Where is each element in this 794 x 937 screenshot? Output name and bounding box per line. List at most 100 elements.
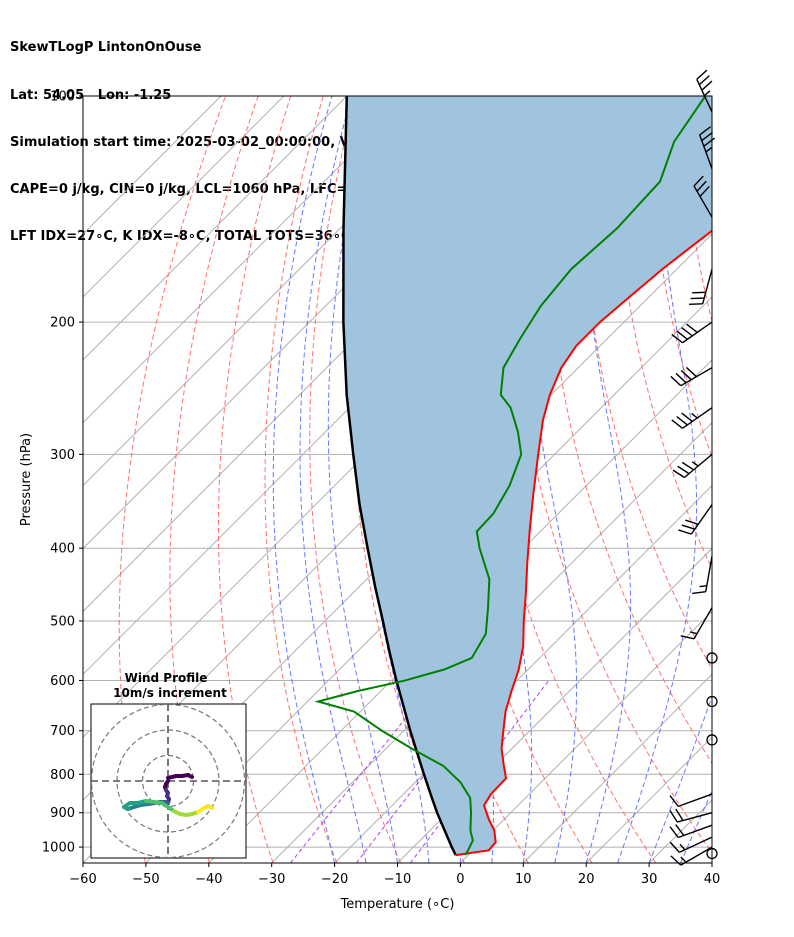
dry-adiabat: [779, 96, 794, 863]
wind-barb-flag: [680, 635, 695, 640]
x-tick-label: −30: [258, 872, 285, 887]
wind-barb-flag: [703, 137, 716, 147]
x-axis-label: Temperature (∘C): [340, 897, 455, 912]
wind-barb: [699, 126, 716, 170]
x-tick-label: 0: [456, 872, 464, 887]
wind-barb-calm: [706, 652, 718, 664]
wind-barb: [693, 175, 713, 218]
y-tick-label: 1000: [42, 841, 75, 856]
isotherm: [208, 359, 712, 863]
y-axis-label: Pressure (hPa): [19, 433, 34, 526]
moist-adiabat: [680, 789, 712, 863]
hodograph-segment: [186, 773, 194, 779]
dry-adiabat: [509, 96, 712, 854]
wind-barb-half-flag: [699, 585, 707, 588]
wind-barb-staff: [677, 793, 713, 808]
station-location: Lat: 54.05 Lon: -1.25: [10, 87, 172, 103]
wind-barb-flag: [692, 291, 706, 294]
x-tick-label: 20: [578, 872, 595, 887]
hodograph-plot: [91, 704, 246, 858]
wind-barb-calm: [706, 847, 718, 860]
wind-barb-flag: [690, 297, 705, 300]
wind-barb-flag: [699, 185, 710, 197]
parcel-profile-line: [342, 96, 457, 856]
wind-barb-half-flag: [703, 90, 711, 97]
dry-adiabat: [581, 96, 712, 671]
wind-barb-flag: [671, 333, 683, 344]
wind-barb-flag: [689, 303, 703, 306]
wind-barb-flag: [677, 465, 690, 475]
wind-barb-flag: [681, 461, 694, 471]
wind-barb: [670, 846, 713, 866]
wind-barb-flag: [701, 80, 713, 91]
wind-barb-flag: [676, 330, 688, 340]
isotherm: [83, 96, 285, 298]
wind-barb-flag: [676, 415, 688, 426]
wind-barb-staff: [693, 607, 713, 640]
wind-barb-flag: [685, 366, 697, 378]
wind-barb-flag: [670, 855, 682, 866]
plot-area: [83, 96, 794, 863]
wind-barb-flag: [685, 519, 699, 525]
wind-barb-staff: [679, 836, 713, 853]
dry-adiabat: [615, 96, 712, 570]
cin-shading: [343, 96, 712, 856]
isotherm: [711, 862, 712, 863]
wind-barb: [669, 824, 713, 839]
wind-barb: [671, 407, 713, 429]
wind-barb: [672, 453, 713, 479]
y-tick-label: 100: [50, 90, 75, 105]
wind-barb-half-flag: [680, 856, 687, 863]
wind-barb-flag: [696, 180, 707, 192]
wind-barb: [678, 504, 713, 535]
wind-barb-flag: [669, 795, 679, 807]
isotherm: [397, 547, 712, 863]
isotherm: [460, 610, 712, 863]
dry-adiabat: [746, 96, 794, 863]
x-tick-label: −40: [195, 872, 222, 887]
moist-adiabat: [711, 861, 712, 863]
dry-adiabat: [264, 96, 338, 863]
wind-barb-half-flag: [689, 631, 698, 635]
wind-barb-flag: [696, 69, 708, 80]
wind-barb-flag: [680, 369, 692, 381]
moist-adiabat: [272, 96, 336, 863]
isotherm: [83, 96, 348, 361]
x-tick-label: −10: [384, 872, 411, 887]
y-tick-label: 500: [50, 614, 75, 629]
wind-barb: [670, 366, 713, 387]
x-tick-label: −50: [132, 872, 159, 887]
wind-barb-flag: [669, 826, 679, 838]
dry-adiabat: [217, 96, 292, 863]
dewpoint-line: [314, 96, 707, 856]
wind-barb-flag: [678, 529, 692, 535]
isotherm: [271, 421, 712, 863]
x-tick-label: −20: [321, 872, 348, 887]
moist-adiabat: [617, 96, 698, 863]
wind-barb: [689, 268, 713, 306]
dry-adiabat: [309, 96, 402, 863]
wind-barb-staff: [693, 185, 713, 218]
y-tick-label: 700: [50, 724, 75, 739]
wind-barb-flag: [675, 372, 687, 384]
wind-barb-staff: [677, 824, 713, 839]
x-tick-label: 10: [515, 872, 532, 887]
wind-barb-staff: [690, 504, 713, 535]
dry-adiabat: [546, 96, 712, 764]
wind-barb: [692, 556, 713, 595]
wind-barb: [669, 793, 713, 808]
isotherm: [83, 96, 222, 235]
dry-adiabat: [714, 96, 794, 863]
wind-barb-half-flag: [679, 843, 686, 851]
hodograph-segment: [206, 804, 214, 810]
hodograph-subtitle: 10m/s increment: [113, 686, 227, 700]
wind-barb-staff: [699, 134, 713, 170]
wind-barb-flag: [670, 375, 682, 387]
wind-barb: [680, 607, 713, 640]
wind-barb-flag: [671, 419, 683, 429]
chart-title: SkewTLogP LintonOnOuse: [10, 40, 202, 56]
moist-adiabat: [582, 96, 632, 863]
wind-barb: [669, 808, 713, 823]
wind-barb: [669, 836, 713, 853]
